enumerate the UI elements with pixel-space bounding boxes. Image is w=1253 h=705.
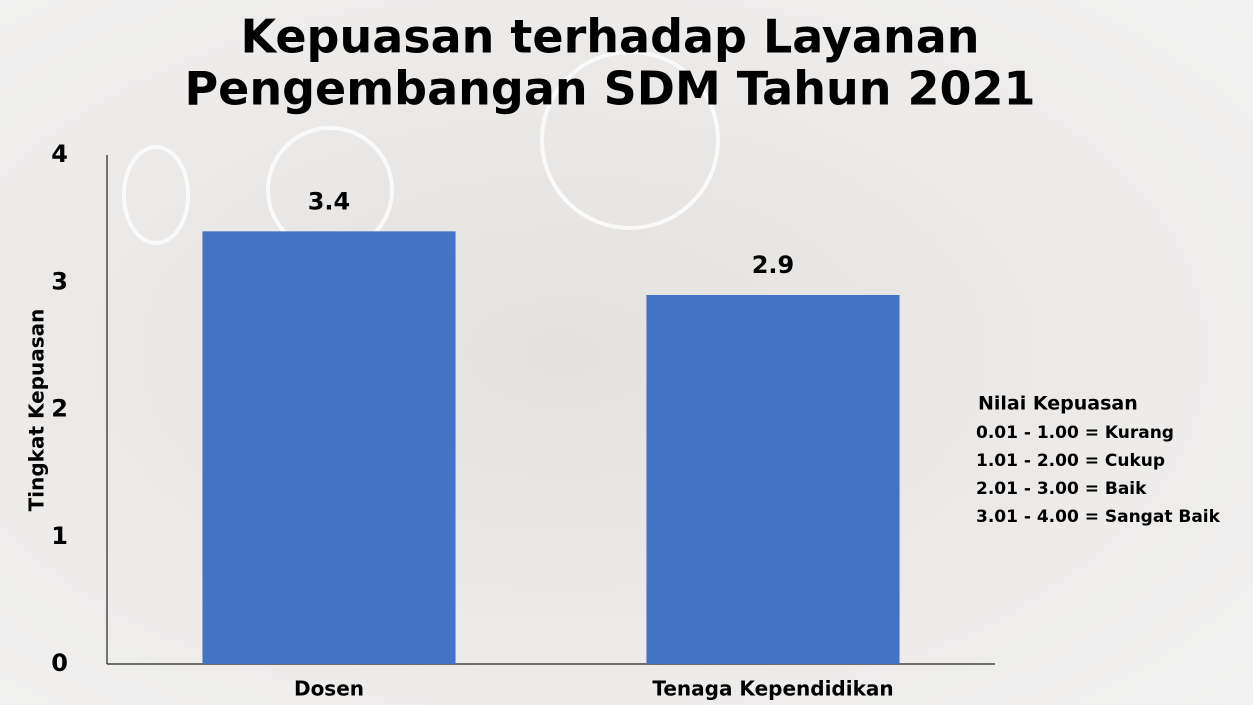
bar [202,231,456,664]
legend-item: 1.01 - 2.00 = Cukup [976,451,1165,471]
chart-title: Kepuasan terhadap Layanan [240,10,979,64]
y-axis-label: Tingkat Kepuasan [25,309,49,512]
data-label: 3.4 [308,187,351,215]
y-tick-label: 4 [51,140,68,168]
y-tick-label: 0 [51,649,68,677]
y-tick-label: 1 [51,522,68,550]
y-tick-label: 2 [51,395,68,423]
chart-title: Pengembangan SDM Tahun 2021 [184,62,1035,116]
decor [540,50,720,230]
legend-item: 3.01 - 4.00 = Sangat Baik [976,507,1221,527]
x-tick-label: Dosen [294,677,364,701]
legend-title: Nilai Kepuasan [978,393,1138,415]
legend-item: 0.01 - 1.00 = Kurang [976,423,1174,443]
decor [122,145,190,245]
legend-item: 2.01 - 3.00 = Baik [976,479,1147,499]
data-label: 2.9 [752,251,795,279]
y-tick-label: 3 [51,267,68,295]
x-tick-label: Tenaga Kependidikan [652,677,893,701]
bar [646,294,900,664]
